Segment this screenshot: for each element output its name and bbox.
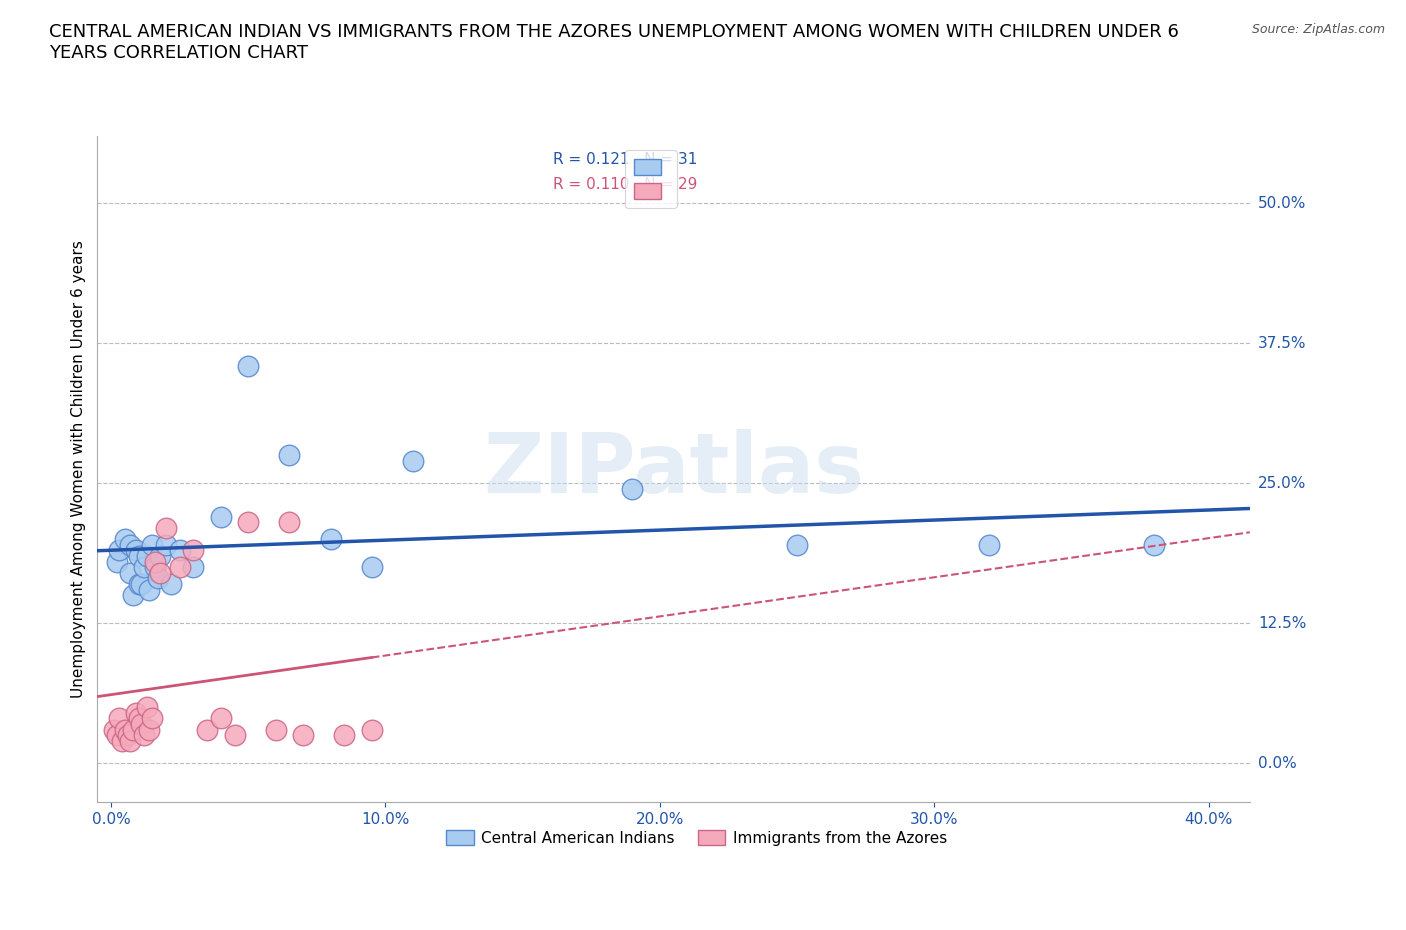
Point (141, 711, 163, 725)
Point (183, 560, 205, 575)
Point (169, 543, 191, 558)
Point (108, 543, 131, 558)
Point (319, 532, 342, 547)
Point (786, 538, 808, 552)
Point (117, 728, 139, 743)
Point (155, 521, 177, 536)
Point (114, 532, 136, 547)
Point (209, 711, 232, 725)
Point (238, 358, 260, 373)
Text: ZIPatlas: ZIPatlas (484, 429, 865, 510)
Point (129, 716, 152, 731)
Point (143, 560, 166, 575)
Text: 0.0%: 0.0% (1258, 756, 1296, 771)
Point (360, 722, 382, 737)
Text: 37.5%: 37.5% (1258, 336, 1306, 351)
Point (183, 543, 205, 558)
Point (129, 577, 152, 591)
Point (122, 588, 145, 603)
Text: CENTRAL AMERICAN INDIAN VS IMMIGRANTS FROM THE AZORES UNEMPLOYMENT AMONG WOMEN W: CENTRAL AMERICAN INDIAN VS IMMIGRANTS FR… (49, 23, 1180, 62)
Point (128, 549, 150, 564)
Point (278, 447, 301, 462)
Point (125, 543, 148, 558)
Legend: Central American Indians, Immigrants from the Azores: Central American Indians, Immigrants fro… (437, 820, 956, 855)
Point (122, 722, 145, 737)
Point (105, 728, 128, 743)
Point (149, 549, 172, 564)
Text: R = 0.121   N = 31: R = 0.121 N = 31 (553, 152, 697, 166)
Point (360, 560, 382, 575)
Point (120, 734, 142, 749)
Point (111, 734, 134, 749)
Point (105, 554, 128, 569)
Point (292, 728, 315, 743)
Point (143, 554, 166, 569)
Point (135, 549, 157, 564)
Text: 50.0%: 50.0% (1258, 195, 1306, 210)
Point (402, 453, 425, 468)
Text: 25.0%: 25.0% (1258, 475, 1306, 491)
Point (155, 538, 177, 552)
Point (103, 722, 125, 737)
Point (114, 722, 136, 737)
Y-axis label: Unemployment Among Women with Children Under 6 years: Unemployment Among Women with Children U… (72, 240, 86, 698)
Text: 12.5%: 12.5% (1258, 616, 1306, 631)
Point (141, 538, 163, 552)
Point (132, 728, 155, 743)
Point (108, 711, 131, 725)
Point (138, 722, 160, 737)
Point (333, 728, 356, 743)
Point (264, 722, 287, 737)
Point (224, 728, 246, 743)
Point (120, 565, 142, 580)
Text: R = 0.110   N = 29: R = 0.110 N = 29 (553, 177, 697, 193)
Point (135, 699, 157, 714)
Point (138, 582, 160, 597)
Point (146, 571, 169, 586)
Point (120, 538, 142, 552)
Text: Source: ZipAtlas.com: Source: ZipAtlas.com (1251, 23, 1385, 36)
Point (1143, 538, 1166, 552)
Point (195, 722, 218, 737)
Point (238, 515, 260, 530)
Point (149, 565, 172, 580)
Point (132, 560, 155, 575)
Point (979, 538, 1001, 552)
Point (278, 515, 301, 530)
Point (128, 711, 150, 725)
Point (169, 560, 191, 575)
Point (160, 577, 183, 591)
Point (621, 482, 644, 497)
Point (209, 510, 232, 525)
Point (125, 705, 148, 720)
Point (128, 577, 150, 591)
